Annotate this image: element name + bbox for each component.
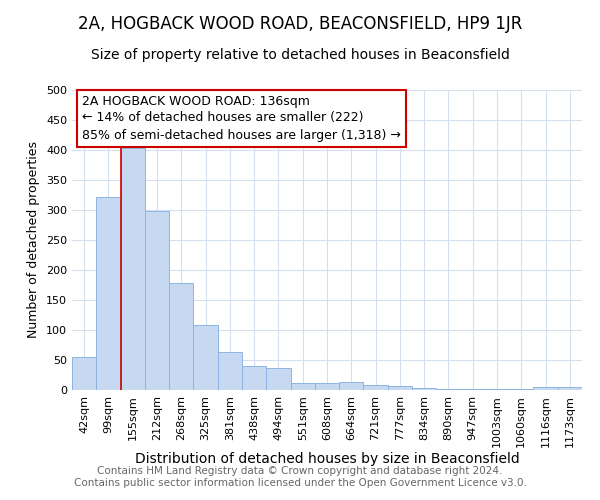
Bar <box>388 386 412 390</box>
Bar <box>242 366 266 390</box>
Bar <box>339 382 364 390</box>
Bar <box>315 384 339 390</box>
Bar <box>96 197 121 390</box>
Bar <box>436 389 461 390</box>
Bar <box>218 352 242 390</box>
Text: 2A, HOGBACK WOOD ROAD, BEACONSFIELD, HP9 1JR: 2A, HOGBACK WOOD ROAD, BEACONSFIELD, HP9… <box>78 15 522 33</box>
Bar <box>412 388 436 390</box>
Text: Contains HM Land Registry data © Crown copyright and database right 2024.
Contai: Contains HM Land Registry data © Crown c… <box>74 466 526 487</box>
Bar <box>558 387 582 390</box>
Text: 2A HOGBACK WOOD ROAD: 136sqm
← 14% of detached houses are smaller (222)
85% of s: 2A HOGBACK WOOD ROAD: 136sqm ← 14% of de… <box>82 94 401 142</box>
Bar <box>364 384 388 390</box>
Bar <box>193 325 218 390</box>
Y-axis label: Number of detached properties: Number of detached properties <box>28 142 40 338</box>
Bar <box>533 387 558 390</box>
X-axis label: Distribution of detached houses by size in Beaconsfield: Distribution of detached houses by size … <box>134 452 520 466</box>
Bar <box>72 357 96 390</box>
Bar <box>145 211 169 390</box>
Bar <box>290 383 315 390</box>
Bar <box>169 283 193 390</box>
Bar <box>121 148 145 390</box>
Text: Size of property relative to detached houses in Beaconsfield: Size of property relative to detached ho… <box>91 48 509 62</box>
Bar <box>266 368 290 390</box>
